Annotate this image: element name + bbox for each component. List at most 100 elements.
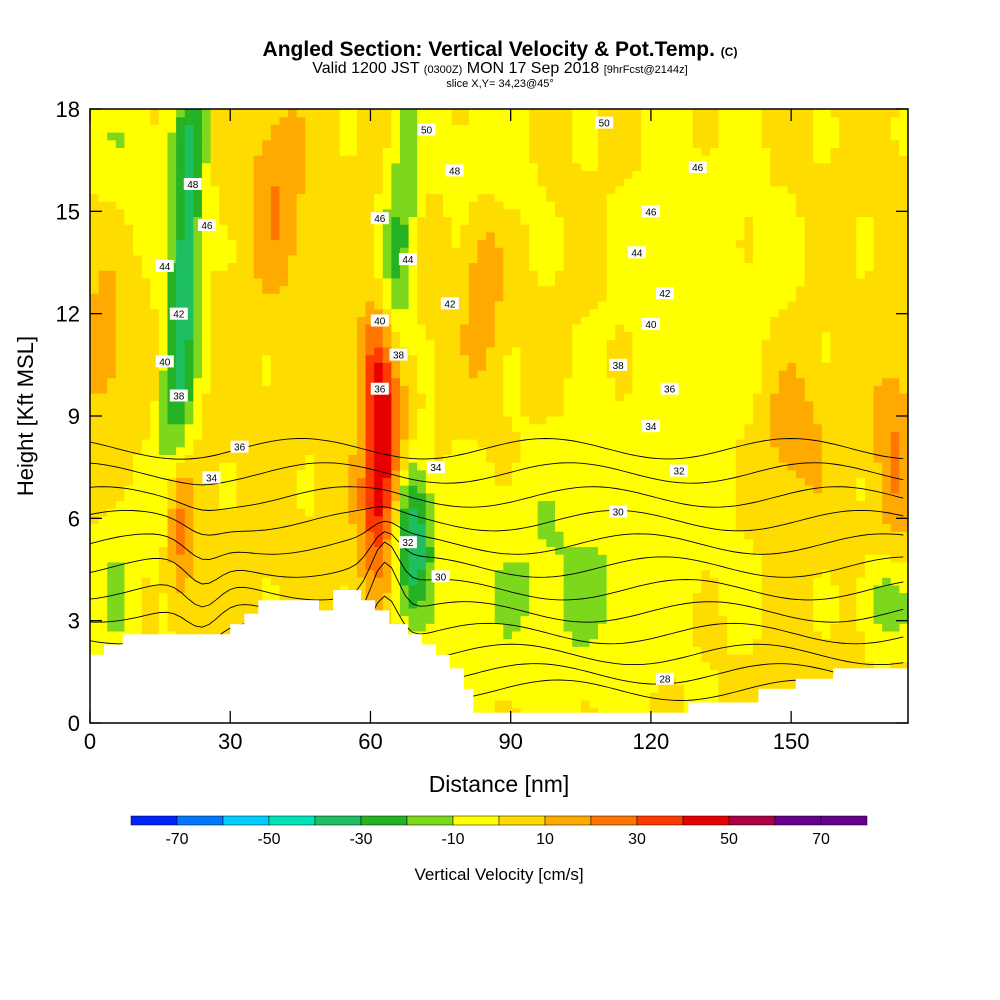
velocity-cell (494, 577, 504, 586)
velocity-cell (632, 400, 642, 409)
velocity-cell (598, 577, 608, 586)
velocity-cell (753, 692, 763, 701)
velocity-cell (434, 523, 444, 532)
velocity-cell (107, 623, 117, 632)
velocity-cell (735, 607, 745, 617)
velocity-cell (219, 561, 229, 571)
velocity-cell (98, 339, 108, 348)
velocity-cell (537, 323, 547, 333)
velocity-cell (511, 615, 522, 624)
velocity-cell (658, 377, 668, 386)
velocity-cell (244, 500, 255, 509)
velocity-cell (692, 661, 702, 670)
velocity-cell (847, 346, 857, 356)
velocity-cell (219, 377, 229, 386)
velocity-cell (632, 676, 642, 686)
velocity-cell (451, 423, 461, 432)
velocity-cell (882, 400, 892, 409)
velocity-cell (589, 623, 599, 632)
velocity-cell (150, 523, 160, 532)
velocity-cell (494, 684, 504, 693)
velocity-cell (821, 416, 832, 425)
velocity-cell (167, 331, 177, 340)
velocity-cell (864, 646, 875, 655)
velocity-cell (322, 423, 332, 432)
velocity-cell (391, 584, 401, 594)
velocity-cell (408, 392, 418, 402)
velocity-cell (520, 646, 530, 655)
velocity-cell (365, 316, 375, 325)
velocity-cell (623, 538, 634, 548)
velocity-cell (529, 684, 539, 693)
velocity-cell (580, 676, 591, 686)
velocity-cell (176, 538, 186, 548)
velocity-cell (572, 692, 582, 701)
velocity-cell (778, 600, 789, 609)
velocity-cell (563, 584, 573, 594)
velocity-cell (279, 369, 289, 379)
velocity-cell (201, 500, 212, 509)
velocity-cell (701, 408, 711, 417)
velocity-cell (735, 408, 745, 417)
velocity-cell (494, 385, 504, 394)
velocity-cell (382, 462, 392, 471)
velocity-cell (649, 377, 659, 386)
velocity-cell (864, 392, 875, 402)
velocity-cell (305, 385, 315, 394)
velocity-cell (451, 446, 461, 455)
velocity-cell (90, 623, 100, 632)
velocity-cell (727, 561, 737, 571)
velocity-cell (176, 600, 186, 609)
velocity-cell (839, 331, 849, 340)
velocity-cell (770, 531, 780, 540)
velocity-cell (529, 600, 539, 609)
velocity-cell (632, 669, 642, 678)
velocity-cell (744, 607, 754, 617)
velocity-cell (821, 661, 832, 670)
velocity-cell (374, 400, 384, 409)
velocity-cell (804, 362, 814, 371)
velocity-cell (331, 508, 341, 517)
velocity-cell (856, 462, 866, 471)
velocity-cell (115, 385, 126, 394)
velocity-cell (753, 592, 763, 601)
velocity-cell (339, 354, 349, 363)
velocity-cell (666, 500, 677, 509)
velocity-cell (813, 477, 823, 486)
velocity-cell (563, 400, 573, 409)
velocity-cell (864, 385, 875, 394)
velocity-cell (425, 469, 436, 479)
velocity-cell (856, 569, 866, 578)
velocity-cell (641, 646, 651, 655)
velocity-cell (124, 546, 134, 555)
velocity-cell (107, 439, 117, 448)
velocity-cell (296, 546, 306, 555)
velocity-cell (253, 554, 263, 563)
velocity-cell (288, 523, 298, 532)
velocity-cell (382, 339, 392, 348)
velocity-cell (339, 508, 349, 517)
velocity-cell (563, 369, 573, 379)
velocity-cell (141, 339, 151, 348)
velocity-cell (227, 331, 237, 340)
velocity-cell (313, 323, 324, 333)
velocity-cell (623, 323, 634, 333)
velocity-cell (184, 346, 194, 356)
velocity-cell (899, 546, 908, 555)
velocity-cell (477, 331, 487, 340)
velocity-cell (417, 577, 427, 586)
velocity-cell (115, 500, 126, 509)
velocity-cell (408, 584, 418, 594)
velocity-cell (830, 531, 840, 540)
velocity-cell (460, 385, 470, 394)
velocity-cell (219, 331, 229, 340)
velocity-cell (408, 546, 418, 555)
velocity-cell (520, 377, 530, 386)
velocity-cell (623, 423, 634, 432)
velocity-cell (115, 362, 126, 371)
velocity-cell (374, 569, 384, 578)
velocity-cell (864, 653, 875, 663)
velocity-cell (451, 531, 461, 540)
velocity-cell (253, 339, 263, 348)
velocity-cell (658, 554, 668, 563)
